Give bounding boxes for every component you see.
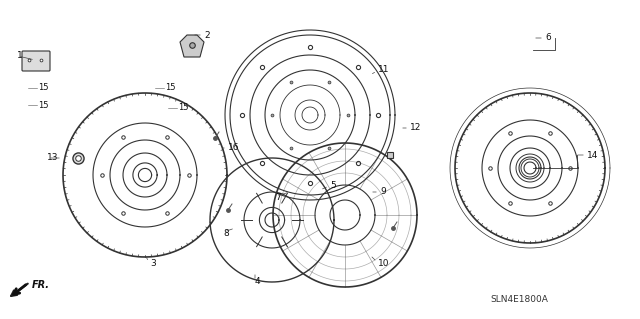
- Text: 9: 9: [380, 188, 386, 197]
- Text: 15: 15: [38, 100, 49, 109]
- Text: 15: 15: [165, 84, 175, 93]
- Text: 15: 15: [178, 103, 189, 113]
- Text: 6: 6: [545, 33, 551, 42]
- Text: 13: 13: [47, 153, 58, 162]
- Text: 16: 16: [228, 144, 239, 152]
- Polygon shape: [180, 35, 204, 57]
- Text: 2: 2: [204, 31, 210, 40]
- Text: 15: 15: [38, 84, 49, 93]
- Text: SLN4E1800A: SLN4E1800A: [490, 295, 548, 305]
- Text: 1: 1: [17, 50, 23, 60]
- Text: 10: 10: [378, 258, 390, 268]
- Text: 14: 14: [587, 151, 598, 160]
- Text: 4: 4: [255, 278, 260, 286]
- Text: 3: 3: [150, 258, 156, 268]
- Text: 7: 7: [275, 192, 281, 202]
- Text: 5: 5: [330, 181, 336, 189]
- Text: 8: 8: [223, 228, 228, 238]
- Text: 11: 11: [378, 65, 390, 75]
- Text: FR.: FR.: [32, 280, 50, 290]
- Text: 12: 12: [410, 123, 421, 132]
- FancyBboxPatch shape: [22, 51, 50, 71]
